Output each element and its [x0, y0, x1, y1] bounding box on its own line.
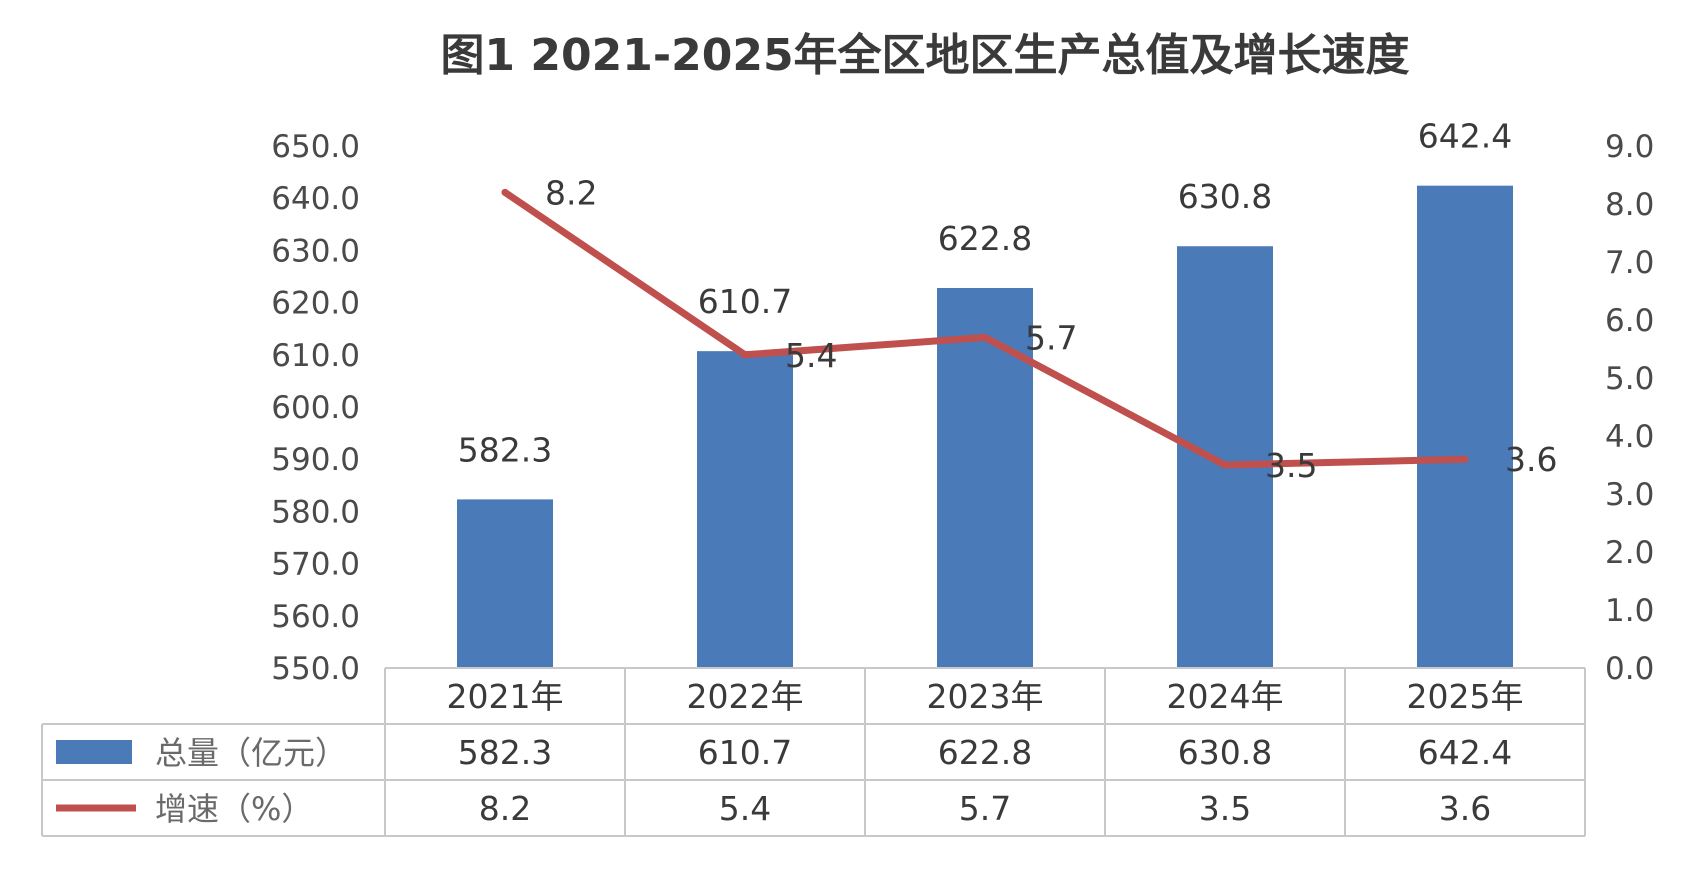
left-tick-label: 610.0	[271, 338, 360, 374]
right-tick-label: 6.0	[1605, 303, 1654, 339]
legend-bar-swatch	[56, 740, 132, 764]
table-cell-growth: 3.6	[1439, 789, 1491, 828]
line-point	[981, 333, 989, 341]
legend-line-label: 增速（%）	[155, 790, 313, 828]
table-cell-growth: 8.2	[479, 789, 531, 828]
right-y-axis: 9.0 8.0 7.0 6.0 5.0 4.0 3.0 2.0 1.0 0.0	[1605, 129, 1654, 687]
bar-data-label: 610.7	[698, 282, 792, 321]
left-y-axis: 650.0 640.0 630.0 620.0 610.0 600.0 590.0 580.0…	[271, 129, 360, 687]
table-cell-total: 630.8	[1178, 733, 1272, 772]
line-point	[1221, 461, 1229, 469]
legend-bar-label: 总量（亿元）	[155, 734, 347, 772]
bar	[937, 287, 1033, 668]
bar-data-label: 630.8	[1178, 177, 1272, 216]
chart-title: 图1 2021-2025年全区地区生产总值及增长速度	[440, 30, 1409, 81]
category-label: 2025年	[1407, 677, 1524, 716]
left-tick-label: 570.0	[271, 547, 360, 583]
category-label: 2024年	[1167, 677, 1284, 716]
bar-series	[457, 185, 1513, 668]
category-label: 2022年	[687, 677, 804, 716]
line-point	[501, 188, 509, 196]
table-cell-total: 610.7	[698, 733, 792, 772]
line-data-labels: 8.2 5.4 5.7 3.5 3.6	[545, 173, 1557, 485]
left-tick-label: 600.0	[271, 390, 360, 426]
right-tick-label: 7.0	[1605, 245, 1654, 281]
right-tick-label: 5.0	[1605, 361, 1654, 397]
right-tick-label: 1.0	[1605, 593, 1654, 629]
right-tick-label: 0.0	[1605, 651, 1654, 687]
table-cell-total: 642.4	[1418, 733, 1512, 772]
table-cell-growth: 5.4	[719, 789, 771, 828]
bar-data-label: 622.8	[938, 219, 1032, 258]
left-tick-label: 620.0	[271, 286, 360, 322]
bar-data-label: 582.3	[458, 430, 552, 469]
category-label: 2023年	[927, 677, 1044, 716]
line-point	[741, 351, 749, 359]
right-tick-label: 9.0	[1605, 129, 1654, 165]
right-tick-label: 4.0	[1605, 419, 1654, 455]
right-tick-label: 3.0	[1605, 477, 1654, 513]
left-tick-label: 630.0	[271, 233, 360, 269]
line-point	[1461, 455, 1469, 463]
line-data-label: 8.2	[545, 173, 597, 212]
left-tick-label: 590.0	[271, 442, 360, 478]
bar-data-labels: 582.3 610.7 622.8 630.8 642.4	[458, 117, 1512, 470]
left-tick-label: 550.0	[271, 651, 360, 687]
left-tick-label: 560.0	[271, 599, 360, 635]
bar	[697, 351, 793, 668]
left-tick-label: 650.0	[271, 129, 360, 165]
table-cell-total: 622.8	[938, 733, 1032, 772]
bar-data-label: 642.4	[1418, 117, 1512, 156]
bar	[457, 499, 553, 668]
table-cell-total: 582.3	[458, 733, 552, 772]
right-tick-label: 8.0	[1605, 187, 1654, 223]
left-tick-label: 580.0	[271, 494, 360, 530]
table-cell-growth: 3.5	[1199, 789, 1251, 828]
line-data-label: 5.7	[1025, 318, 1077, 357]
bar	[1417, 185, 1513, 668]
left-tick-label: 640.0	[271, 181, 360, 217]
table-cell-growth: 5.7	[959, 789, 1011, 828]
bar	[1177, 246, 1273, 668]
right-tick-label: 2.0	[1605, 535, 1654, 571]
line-data-label: 3.5	[1265, 446, 1317, 485]
line-series	[501, 188, 1469, 469]
line-data-label: 5.4	[785, 336, 837, 375]
line-data-label: 3.6	[1505, 440, 1557, 479]
category-label: 2021年	[447, 677, 564, 716]
